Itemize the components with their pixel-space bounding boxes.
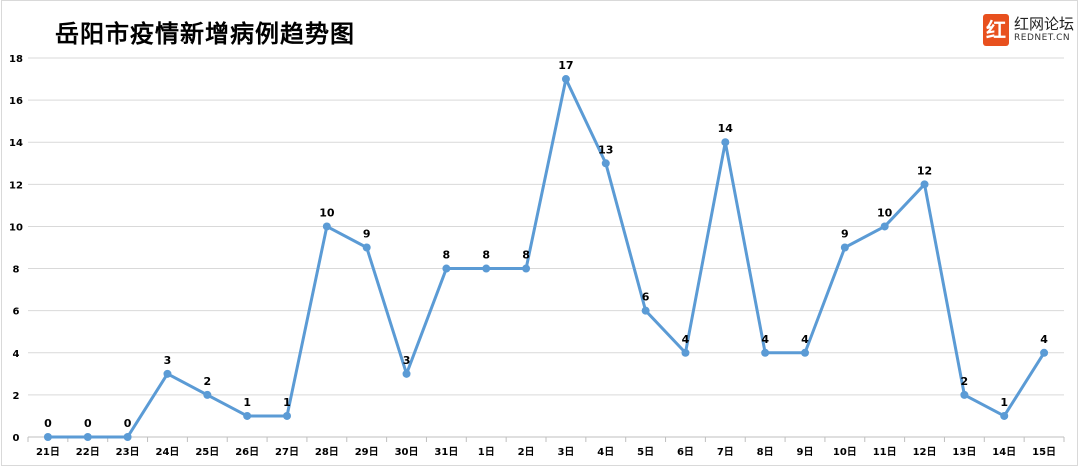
y-tick-label: 8 (13, 265, 20, 276)
x-tick-label: 4日 (597, 446, 614, 458)
data-label: 9 (363, 228, 371, 241)
data-point (880, 222, 889, 231)
data-point (721, 138, 730, 147)
data-label: 4 (682, 333, 690, 346)
x-tick-label: 15日 (1032, 446, 1056, 458)
data-label: 8 (522, 249, 530, 262)
y-tick-label: 6 (13, 307, 20, 318)
x-tick-label: 2日 (518, 446, 535, 458)
x-tick-label: 24日 (156, 446, 180, 458)
data-label: 13 (598, 143, 613, 156)
x-tick-label: 3日 (557, 446, 574, 458)
data-point (761, 348, 770, 357)
x-tick-label: 11日 (873, 446, 897, 458)
x-tick-label: 26日 (235, 446, 259, 458)
data-label: 10 (877, 206, 893, 219)
data-label: 10 (319, 206, 335, 219)
y-tick-label: 12 (9, 180, 23, 191)
x-tick-label: 31日 (434, 446, 458, 458)
data-label: 0 (124, 417, 132, 430)
x-tick-label: 10日 (833, 446, 857, 458)
y-tick-label: 16 (9, 96, 23, 107)
y-tick-label: 2 (13, 391, 20, 402)
watermark: 红 红网论坛 REDNET.CN (980, 10, 1075, 50)
data-point (362, 243, 371, 252)
x-tick-label: 30日 (395, 446, 419, 458)
data-point (641, 306, 650, 315)
data-point (601, 159, 610, 168)
data-point (402, 369, 411, 378)
data-label: 8 (482, 249, 490, 262)
data-label: 9 (841, 228, 849, 241)
data-point (283, 411, 291, 420)
x-tick-label: 7日 (717, 446, 734, 458)
data-point (322, 222, 331, 231)
y-tick-label: 0 (13, 433, 20, 444)
data-point (83, 433, 92, 441)
data-label: 3 (164, 354, 172, 367)
x-tick-label: 23日 (116, 446, 140, 458)
rednet-logo-icon: 红 (983, 14, 1009, 46)
data-point (123, 433, 132, 441)
y-tick-label: 4 (13, 349, 20, 360)
x-tick-label: 1日 (478, 446, 495, 458)
data-label: 2 (961, 375, 969, 388)
data-label: 4 (801, 333, 809, 346)
x-tick-label: 28日 (315, 446, 339, 458)
x-tick-label: 21日 (36, 446, 60, 458)
data-label: 1 (243, 396, 251, 409)
data-point (243, 411, 252, 420)
data-point (1000, 411, 1009, 420)
data-point (43, 433, 52, 441)
x-tick-label: 8日 (757, 446, 774, 458)
data-label: 17 (558, 59, 573, 72)
data-label: 3 (403, 354, 411, 367)
x-tick-label: 13日 (952, 446, 976, 458)
data-label: 12 (917, 164, 932, 177)
data-label: 4 (1040, 333, 1048, 346)
data-point (801, 348, 809, 357)
x-tick-label: 25日 (195, 446, 219, 458)
data-point (1040, 348, 1049, 357)
data-label: 14 (718, 122, 734, 135)
data-label: 0 (44, 417, 52, 430)
x-tick-label: 14日 (992, 446, 1016, 458)
y-tick-label: 14 (9, 138, 23, 149)
x-tick-label: 6日 (677, 446, 694, 458)
data-label: 4 (761, 333, 769, 346)
data-label: 1 (283, 396, 291, 409)
data-point (163, 369, 172, 378)
data-point (840, 243, 849, 252)
data-label: 8 (443, 249, 451, 262)
data-point (442, 264, 451, 273)
data-label: 0 (84, 417, 92, 430)
chart-title: 岳阳市疫情新增病例趋势图 (55, 20, 355, 48)
x-tick-label: 22日 (76, 446, 100, 458)
data-point (522, 264, 531, 273)
x-tick-label: 12日 (913, 446, 937, 458)
x-tick-label: 5日 (637, 446, 654, 458)
data-label: 6 (642, 291, 650, 304)
watermark-cn: 红网论坛 (1014, 15, 1075, 33)
data-point (960, 390, 969, 399)
data-label: 2 (203, 375, 211, 388)
data-point (482, 264, 491, 273)
x-tick-label: 29日 (355, 446, 379, 458)
data-point (561, 75, 570, 84)
y-tick-label: 10 (9, 222, 23, 233)
x-tick-label: 27日 (275, 446, 299, 458)
data-label: 1 (1000, 396, 1008, 409)
data-point (681, 348, 690, 357)
y-tick-label: 18 (9, 54, 23, 65)
x-tick-label: 9日 (797, 446, 814, 458)
data-point (203, 390, 212, 399)
series-line (47, 77, 1046, 439)
data-point (920, 180, 929, 189)
watermark-en: REDNET.CN (1014, 33, 1071, 43)
